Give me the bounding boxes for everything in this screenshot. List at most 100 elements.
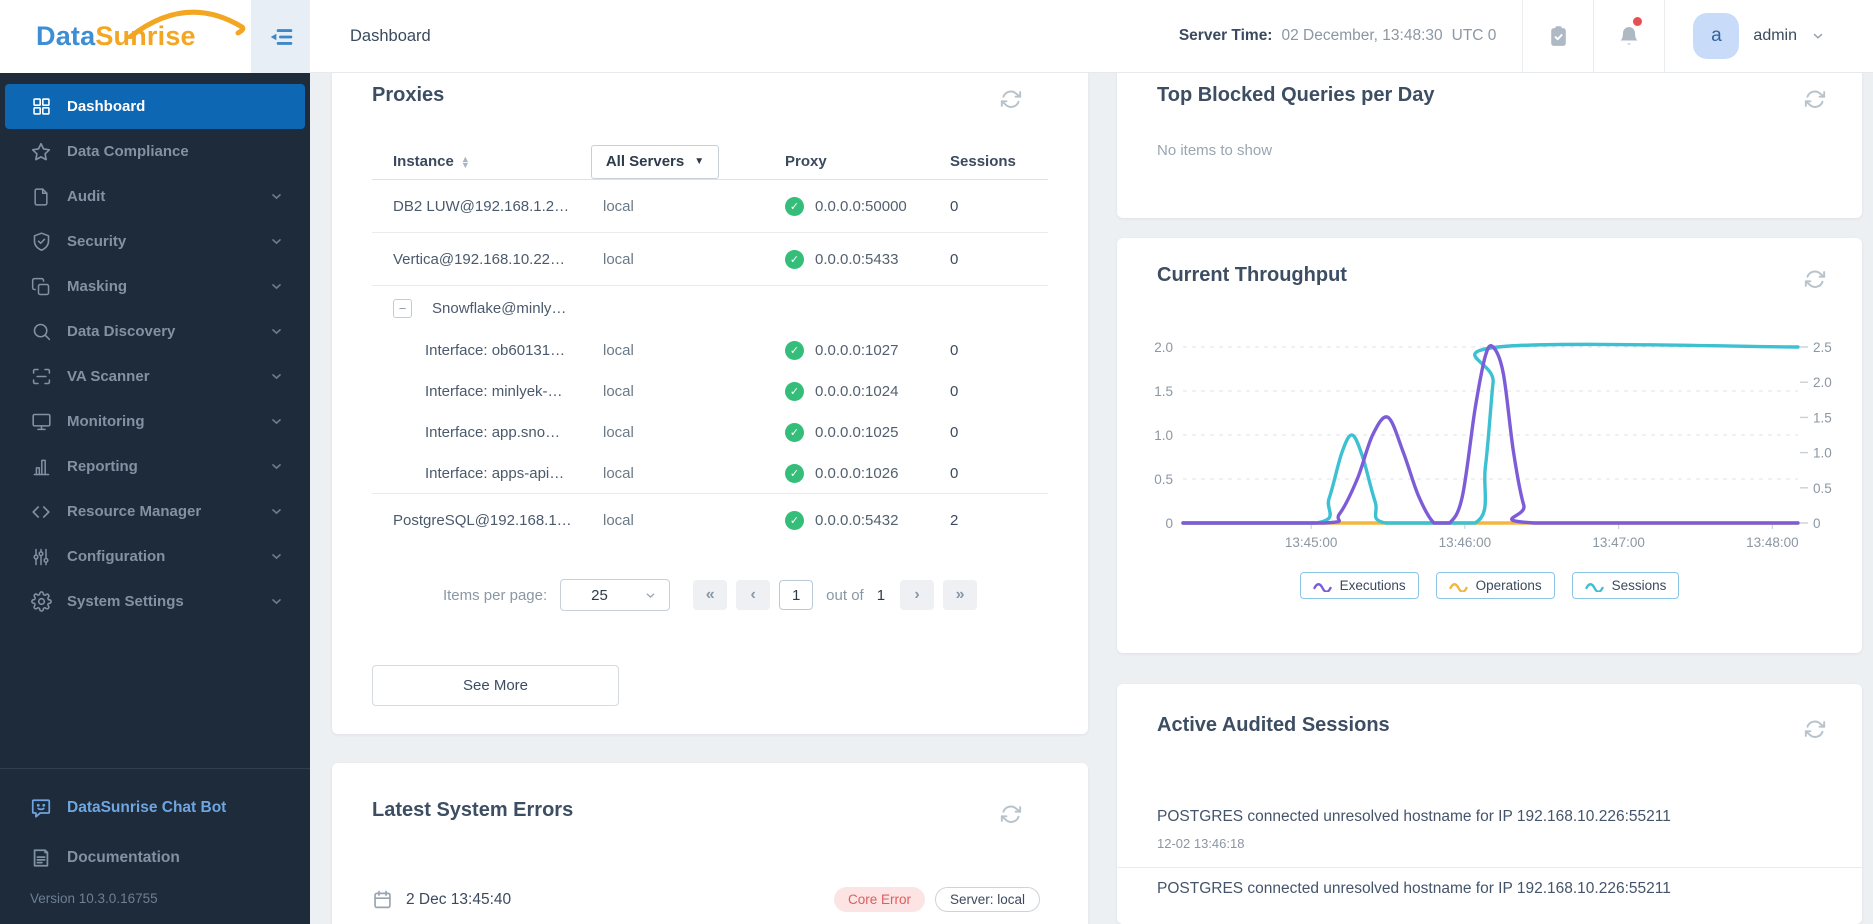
current-page-input[interactable]: 1 (779, 580, 814, 610)
session-list-item[interactable]: POSTGRES connected unresolved hostname f… (1117, 867, 1862, 898)
server-time-zone: UTC 0 (1451, 27, 1497, 44)
chevron-down-icon (270, 550, 283, 563)
table-row[interactable]: Interface: minlyek-… local ✓ 0.0.0.0:1024 0 (372, 371, 1048, 412)
sidebar-item-masking[interactable]: Masking (5, 264, 305, 309)
total-pages: 1 (876, 586, 886, 604)
sidebar-collapse-button[interactable] (251, 0, 310, 73)
status-ok-icon: ✓ (785, 341, 804, 360)
tasks-button[interactable] (1523, 0, 1593, 73)
sidebar-item-label: Data Compliance (67, 143, 189, 160)
legend-toggle-operations[interactable]: Operations (1435, 572, 1555, 599)
sidebar: DataSunrise Dashboard Data Compliance Audi… (0, 0, 310, 924)
sessions-count: 2 (950, 512, 959, 529)
sidebar-item-resource-manager[interactable]: Resource Manager (5, 489, 305, 534)
sidebar-item-dashboard[interactable]: Dashboard (5, 84, 305, 129)
table-row[interactable]: Interface: app.sno… local ✓ 0.0.0.0:1025 0 (372, 412, 1048, 453)
status-ok-icon: ✓ (785, 196, 804, 216)
sidebar-item-label: Data Discovery (67, 323, 176, 340)
instance-name: Interface: apps-api… (425, 464, 565, 482)
series-sessions (1181, 342, 1800, 525)
sidebar-item-configuration[interactable]: Configuration (5, 534, 305, 579)
monitor-icon (30, 411, 52, 433)
table-row[interactable]: Vertica@192.168.10.22… local ✓ 0.0.0.0:5433… (372, 233, 1048, 286)
sidebar-item-data-discovery[interactable]: Data Discovery (5, 309, 305, 354)
calendar-icon (372, 889, 393, 910)
session-list-item[interactable]: POSTGRES connected unresolved hostname f… (1117, 796, 1862, 867)
items-per-page-select[interactable]: 25 (560, 579, 671, 611)
system-error-row[interactable]: 2 Dec 13:45:40 Core Error Server: local (332, 887, 1088, 912)
sidebar-item-reporting[interactable]: Reporting (5, 444, 305, 489)
column-instance: Instance (393, 153, 454, 170)
divider (1522, 0, 1524, 73)
sidebar-item-system-settings[interactable]: System Settings (5, 579, 305, 624)
documentation-icon (30, 847, 52, 869)
prev-page-button[interactable]: ‹ (736, 580, 771, 610)
table-row[interactable]: Interface: ob60131… local ✓ 0.0.0.0:1027 0 (372, 330, 1048, 371)
chevron-down-icon (270, 505, 283, 518)
sidebar-item-label: Configuration (67, 548, 166, 565)
sidebar-item-data-compliance[interactable]: Data Compliance (5, 129, 305, 174)
collapse-group-icon[interactable]: − (393, 298, 412, 318)
error-type-badge: Core Error (833, 887, 925, 912)
sidebar-item-chatbot[interactable]: DataSunrise Chat Bot (0, 783, 310, 833)
items-per-page-label: Items per page: (442, 586, 548, 604)
sliders-icon (30, 546, 52, 568)
legend-toggle-sessions[interactable]: Sessions (1571, 572, 1680, 599)
sort-icon[interactable]: ▲ ▼ (460, 153, 470, 170)
legend-toggle-executions[interactable]: Executions (1299, 572, 1419, 599)
legend-label: Operations (1475, 578, 1542, 593)
session-timestamp: 12-02 13:46:18 (1157, 836, 1245, 851)
throughput-title: Current Throughput (1157, 264, 1347, 286)
sidebar-item-label: Masking (67, 278, 128, 295)
sidebar-item-security[interactable]: Security (5, 219, 305, 264)
server-time-label: Server Time: (1178, 27, 1273, 44)
sidebar-item-label: Audit (67, 188, 106, 205)
server-filter-dropdown[interactable]: All Servers ▼ (591, 144, 719, 179)
system-errors-title: Latest System Errors (372, 799, 574, 821)
last-page-button[interactable]: » (943, 580, 978, 610)
sidebar-item-monitoring[interactable]: Monitoring (5, 399, 305, 444)
user-menu[interactable]: a admin (1665, 13, 1873, 59)
server-cell: local (603, 342, 634, 359)
notifications-button[interactable] (1594, 0, 1664, 73)
logo[interactable]: DataSunrise (0, 0, 251, 73)
sidebar-item-label: Reporting (67, 458, 138, 475)
chevron-down-icon (644, 589, 657, 602)
proxy-address: 0.0.0.0:1024 (815, 383, 899, 400)
table-group-row[interactable]: − Snowflake@minly… (372, 286, 1048, 330)
logo-text-data: Data (36, 21, 96, 51)
refresh-button[interactable] (1800, 264, 1830, 294)
table-row[interactable]: PostgreSQL@192.168.1… local ✓ 0.0.0.0:5432 2 (372, 494, 1048, 547)
top-blocked-card: Top Blocked Queries per Day No items to … (1117, 66, 1862, 218)
sidebar-divider (0, 768, 310, 769)
refresh-button[interactable] (1800, 714, 1830, 744)
chevron-down-icon (270, 415, 283, 428)
sidebar-item-documentation[interactable]: Documentation (0, 833, 310, 883)
server-time-value: 02 December, 13:48:30 (1281, 27, 1443, 44)
top-bar-right: Server Time: 02 December, 13:48:30 UTC 0 (1178, 0, 1873, 73)
refresh-button[interactable] (1800, 84, 1830, 114)
sidebar-item-audit[interactable]: Audit (5, 174, 305, 219)
table-row[interactable]: Interface: apps-api… local ✓ 0.0.0.0:1026 0 (372, 453, 1048, 494)
next-page-button[interactable]: › (900, 580, 935, 610)
sidebar-item-va-scanner[interactable]: VA Scanner (5, 354, 305, 399)
sessions-count: 0 (950, 342, 959, 359)
caret-down-icon: ▼ (694, 156, 705, 167)
sidebar-item-label: Monitoring (67, 413, 145, 430)
refresh-button[interactable] (996, 799, 1026, 829)
chevron-down-icon (270, 325, 283, 338)
svg-text:13:48:00: 13:48:00 (1746, 535, 1799, 550)
see-more-button[interactable]: See More (372, 665, 619, 706)
shield-icon (30, 231, 52, 253)
status-ok-icon: ✓ (785, 382, 804, 401)
svg-text:1.0: 1.0 (1154, 428, 1173, 443)
sessions-count: 0 (950, 250, 959, 268)
sidebar-nav: Dashboard Data Compliance Audit Security Mas… (0, 73, 310, 624)
sidebar-item-label: System Settings (67, 593, 184, 610)
refresh-button[interactable] (996, 84, 1026, 114)
first-page-button[interactable]: « (693, 580, 728, 610)
svg-text:0: 0 (1165, 516, 1173, 531)
breadcrumb: Dashboard (350, 26, 431, 45)
proxy-address: 0.0.0.0:50000 (815, 197, 907, 215)
table-row[interactable]: DB2 LUW@192.168.1.2… local ✓ 0.0.0.0:50000 0 (372, 180, 1048, 233)
